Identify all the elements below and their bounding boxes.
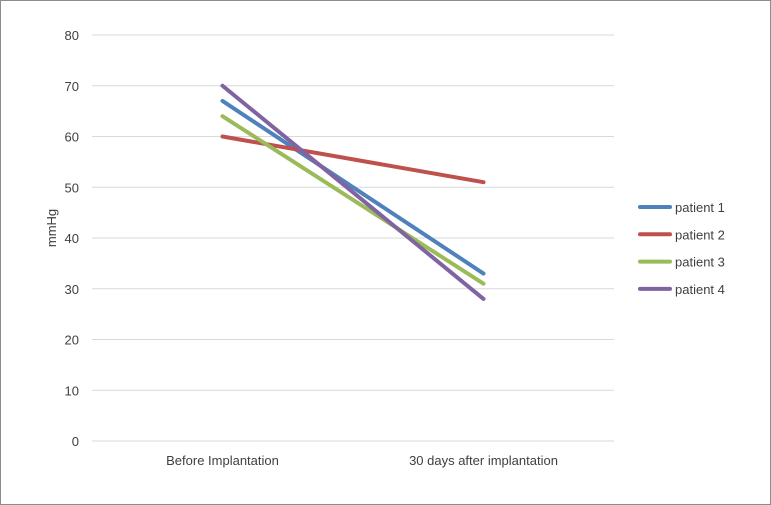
y-axis-title: mmHg xyxy=(44,209,59,247)
legend-item-1: patient 1 xyxy=(638,200,725,215)
series-line-1 xyxy=(220,98,486,276)
gridlines xyxy=(92,34,614,442)
y-tick-label-50: 50 xyxy=(65,180,79,195)
y-tick-label-70: 70 xyxy=(65,79,79,94)
y-tick-label-40: 40 xyxy=(65,231,79,246)
y-tick-label-20: 20 xyxy=(65,333,79,348)
x-axis-tick-labels: Before Implantation 30 days after implant… xyxy=(166,453,558,468)
series-line-3 xyxy=(220,114,486,286)
y-tick-label-30: 30 xyxy=(65,282,79,297)
legend-label-2: patient 2 xyxy=(675,227,725,242)
legend-item-2: patient 2 xyxy=(638,227,725,242)
legend-label-3: patient 3 xyxy=(675,255,725,270)
legend-label-4: patient 4 xyxy=(675,282,725,297)
y-axis-tick-labels: 0 10 20 30 40 50 60 70 80 xyxy=(65,28,79,449)
x-tick-label-2: 30 days after implantation xyxy=(409,453,558,468)
legend-item-4: patient 4 xyxy=(638,282,725,297)
legend-label-1: patient 1 xyxy=(675,200,725,215)
legend: patient 1 patient 2 patient 3 patient 4 xyxy=(638,200,725,297)
x-tick-label-1: Before Implantation xyxy=(166,453,279,468)
series-line-4 xyxy=(220,83,486,301)
y-tick-label-80: 80 xyxy=(65,28,79,43)
series-lines xyxy=(220,83,486,301)
legend-item-3: patient 3 xyxy=(638,255,725,270)
y-tick-label-10: 10 xyxy=(65,383,79,398)
y-tick-label-60: 60 xyxy=(65,130,79,145)
y-tick-label-0: 0 xyxy=(72,434,79,449)
